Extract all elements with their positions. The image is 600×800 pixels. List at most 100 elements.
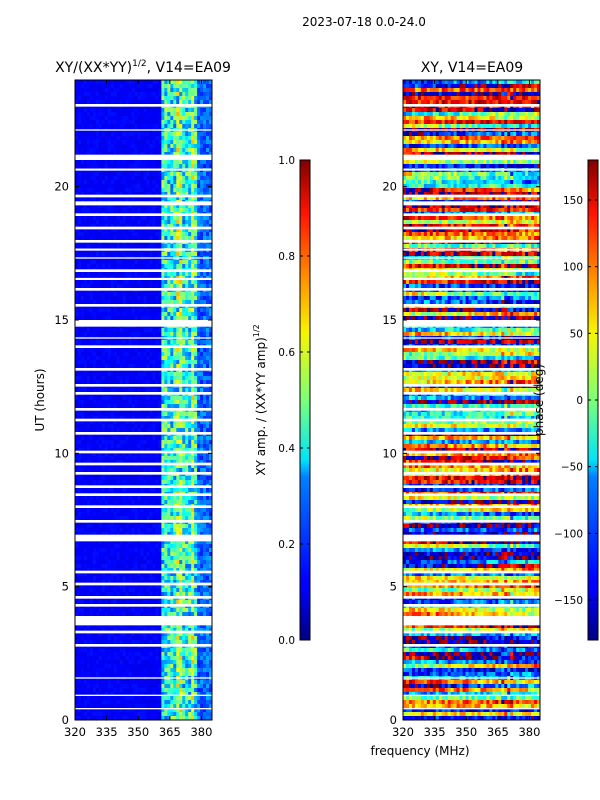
- amplitude-cell: [200, 296, 204, 301]
- amplitude-cell: [146, 176, 150, 181]
- amplitude-cell: [134, 404, 138, 409]
- amplitude-cell: [152, 348, 156, 353]
- amplitude-cell: [200, 112, 204, 117]
- amplitude-cell: [185, 292, 189, 297]
- amplitude-cell: [122, 352, 127, 357]
- amplitude-cell: [131, 316, 135, 321]
- amplitude-cell: [194, 480, 198, 485]
- amplitude-cell: [95, 436, 100, 441]
- amplitude-cell: [170, 372, 174, 377]
- amplitude-cell: [155, 468, 159, 473]
- amplitude-cell: [89, 424, 94, 429]
- amplitude-cell: [173, 224, 177, 229]
- amplitude-cell: [197, 444, 201, 449]
- amplitude-cell: [182, 460, 186, 465]
- amplitude-cell: [206, 204, 210, 209]
- amplitude-cell: [191, 420, 195, 425]
- amplitude-cell: [95, 388, 100, 393]
- amplitude-cell: [125, 280, 130, 285]
- amplitude-cell: [125, 260, 130, 265]
- amplitude-cell: [164, 488, 168, 493]
- amplitude-cell: [149, 116, 153, 121]
- amplitude-cell: [131, 148, 135, 153]
- amplitude-cell: [137, 196, 141, 201]
- amplitude-cell: [152, 424, 156, 429]
- amplitude-cell: [173, 412, 177, 417]
- amplitude-cell: [122, 160, 127, 165]
- amplitude-cell: [116, 260, 121, 265]
- amplitude-cell: [92, 296, 97, 301]
- amplitude-cell: [86, 100, 91, 105]
- amplitude-cell: [95, 428, 100, 433]
- amplitude-cell: [122, 512, 127, 517]
- amplitude-cell: [107, 252, 112, 257]
- amplitude-cell: [191, 436, 195, 441]
- amplitude-cell: [122, 452, 127, 457]
- amplitude-cell: [128, 80, 132, 85]
- amplitude-cell: [188, 176, 192, 181]
- amplitude-cell: [203, 136, 207, 141]
- amplitude-cell: [152, 340, 156, 345]
- amplitude-cell: [149, 456, 153, 461]
- amplitude-cell: [185, 488, 189, 493]
- amplitude-cell: [95, 292, 100, 297]
- amplitude-cell: [164, 464, 168, 469]
- amplitude-cell: [209, 364, 213, 369]
- amplitude-cell: [152, 284, 156, 289]
- amplitude-cell: [134, 136, 138, 141]
- amplitude-cell: [128, 280, 132, 285]
- amplitude-cell: [161, 372, 165, 377]
- amplitude-cell: [194, 396, 198, 401]
- amplitude-cell: [146, 188, 150, 193]
- amplitude-cell: [116, 252, 121, 257]
- amplitude-cell: [149, 340, 153, 345]
- amplitude-cell: [140, 148, 144, 153]
- amplitude-cell: [77, 176, 82, 181]
- amplitude-cell: [95, 216, 100, 221]
- amplitude-cell: [75, 468, 79, 473]
- amplitude-cell: [80, 316, 85, 321]
- amplitude-cell: [80, 228, 85, 233]
- amplitude-cell: [206, 192, 210, 197]
- amplitude-cell: [200, 404, 204, 409]
- amplitude-cell: [101, 340, 106, 345]
- amplitude-cell: [125, 208, 130, 213]
- amplitude-cell: [140, 260, 144, 265]
- amplitude-cell: [83, 208, 88, 213]
- amplitude-cell: [116, 400, 121, 405]
- amplitude-cell: [200, 176, 204, 181]
- amplitude-cell: [107, 364, 112, 369]
- amplitude-cell: [86, 420, 91, 425]
- amplitude-cell: [188, 144, 192, 149]
- amplitude-cell: [104, 180, 109, 185]
- amplitude-cell: [107, 292, 112, 297]
- amplitude-cell: [188, 476, 192, 481]
- amplitude-cell: [98, 100, 103, 105]
- amplitude-cell: [197, 284, 201, 289]
- amplitude-cell: [209, 464, 213, 469]
- amplitude-cell: [149, 488, 153, 493]
- amplitude-cell: [179, 144, 183, 149]
- amplitude-cell: [80, 84, 85, 89]
- amplitude-cell: [137, 140, 141, 145]
- amplitude-cell: [128, 252, 132, 257]
- amplitude-cell: [110, 416, 115, 421]
- amplitude-cell: [203, 496, 207, 501]
- amplitude-cell: [194, 316, 198, 321]
- amplitude-cell: [191, 216, 195, 221]
- amplitude-cell: [119, 512, 124, 517]
- amplitude-cell: [170, 232, 174, 237]
- amplitude-cell: [194, 416, 198, 421]
- amplitude-cell: [98, 160, 103, 165]
- amplitude-cell: [149, 108, 153, 113]
- amplitude-cell: [158, 136, 162, 141]
- amplitude-cell: [194, 300, 198, 305]
- amplitude-cell: [116, 428, 121, 433]
- amplitude-cell: [131, 440, 135, 445]
- amplitude-cell: [140, 420, 144, 425]
- amplitude-cell: [191, 476, 195, 481]
- amplitude-cell: [125, 460, 130, 465]
- amplitude-cell: [119, 316, 124, 321]
- amplitude-cell: [119, 500, 124, 505]
- amplitude-cell: [140, 328, 144, 333]
